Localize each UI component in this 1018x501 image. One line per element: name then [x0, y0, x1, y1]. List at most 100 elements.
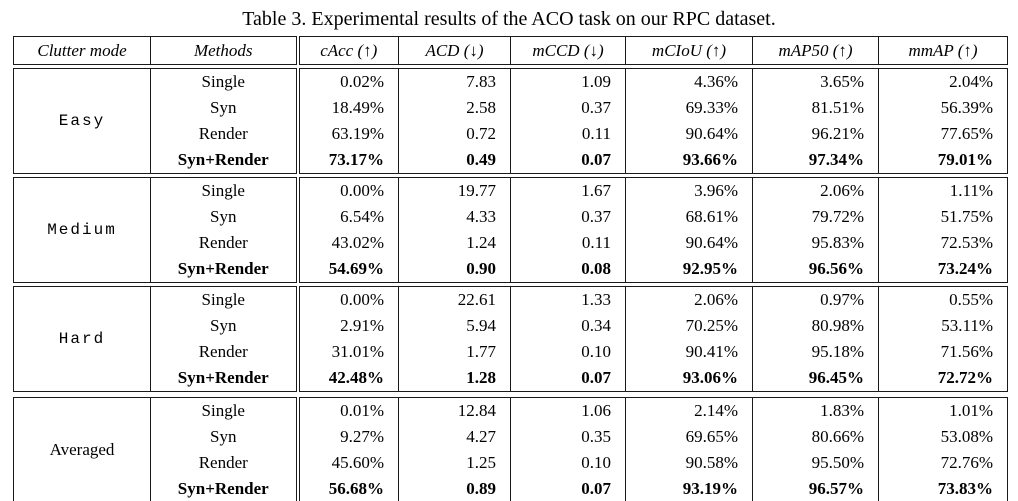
method-cell: Syn+Render	[150, 256, 298, 283]
value-cell-mmap: 2.04%	[878, 68, 1008, 95]
column-header-mccd: mCCD (↓)	[510, 36, 626, 65]
value-cell-mccd: 0.07	[510, 365, 626, 392]
value-cell-map50: 3.65%	[752, 68, 879, 95]
value-cell-acd: 12.84	[398, 397, 511, 424]
value-cell-acd: 4.33	[398, 204, 511, 230]
table-group: Hard Single 0.00% 22.61 1.33 2.06% 0.97% …	[13, 286, 1008, 392]
group-body: Medium Single 0.00% 19.77 1.67 3.96% 2.06…	[14, 177, 1008, 283]
value-cell-mciou: 69.65%	[625, 424, 753, 450]
value-cell-mmap: 53.11%	[878, 313, 1008, 339]
table-row: Averaged Single 0.01% 12.84 1.06 2.14% 1.…	[14, 397, 1008, 459]
value-cell-mccd: 1.67	[510, 177, 626, 204]
method-cell: Syn	[150, 313, 298, 339]
value-cell-mccd: 0.08	[510, 256, 626, 283]
value-cell-mccd: 0.11	[510, 230, 626, 256]
method-cell: Syn	[150, 424, 298, 450]
header-row: Clutter mode Methods cAcc (↑) ACD (↓) mC…	[14, 36, 1008, 65]
value-cell-map50: 95.18%	[752, 339, 879, 365]
value-cell-cacc: 31.01%	[295, 339, 399, 365]
table-row: Hard Single 0.00% 22.61 1.33 2.06% 0.97% …	[14, 286, 1008, 348]
value-cell-mmap: 79.01%	[878, 147, 1008, 174]
table-row: Syn+Render 73.17% 0.49 0.07 93.66% 97.34…	[14, 147, 1008, 174]
column-header-methods: Methods	[150, 36, 298, 65]
value-cell-mmap: 0.55%	[878, 286, 1008, 313]
table-group: Easy Single 0.02% 7.83 1.09 4.36% 3.65% 2…	[13, 68, 1008, 174]
value-cell-mciou: 90.64%	[625, 121, 753, 147]
value-cell-cacc: 9.27%	[295, 424, 399, 450]
value-cell-map50: 2.06%	[752, 177, 879, 204]
value-cell-acd: 0.49	[398, 147, 511, 174]
value-cell-mciou: 69.33%	[625, 95, 753, 121]
value-cell-mciou: 90.58%	[625, 450, 753, 476]
table-row: Render 31.01% 1.77 0.10 90.41% 95.18% 71…	[14, 339, 1008, 365]
value-cell-cacc: 45.60%	[295, 450, 399, 476]
value-cell-acd: 1.28	[398, 365, 511, 392]
value-cell-mccd: 1.33	[510, 286, 626, 313]
mode-cell: Medium	[47, 221, 117, 239]
value-cell-mccd: 0.37	[510, 204, 626, 230]
table-row: Medium Single 0.00% 19.77 1.67 3.96% 2.06…	[14, 177, 1008, 239]
value-cell-mmap: 72.72%	[878, 365, 1008, 392]
group-body: Hard Single 0.00% 22.61 1.33 2.06% 0.97% …	[14, 286, 1008, 392]
table-row: Syn 6.54% 4.33 0.37 68.61% 79.72% 51.75%	[14, 204, 1008, 230]
table-row: Render 63.19% 0.72 0.11 90.64% 96.21% 77…	[14, 121, 1008, 147]
table-group: Averaged Single 0.01% 12.84 1.06 2.14% 1.…	[13, 397, 1008, 501]
value-cell-acd: 5.94	[398, 313, 511, 339]
method-cell: Syn+Render	[150, 476, 298, 501]
table-row: Syn 18.49% 2.58 0.37 69.33% 81.51% 56.39…	[14, 95, 1008, 121]
value-cell-mciou: 4.36%	[625, 68, 753, 95]
value-cell-acd: 19.77	[398, 177, 511, 204]
mode-cell: Averaged	[49, 440, 115, 459]
value-cell-acd: 2.58	[398, 95, 511, 121]
method-cell: Syn	[150, 204, 298, 230]
value-cell-cacc: 0.01%	[295, 397, 399, 424]
value-cell-mciou: 92.95%	[625, 256, 753, 283]
group-body: Averaged Single 0.01% 12.84 1.06 2.14% 1.…	[14, 397, 1008, 501]
column-header-cacc: cAcc (↑)	[295, 36, 399, 65]
value-cell-map50: 80.66%	[752, 424, 879, 450]
value-cell-acd: 7.83	[398, 68, 511, 95]
method-cell: Render	[150, 339, 298, 365]
value-cell-acd: 1.77	[398, 339, 511, 365]
method-cell: Syn+Render	[150, 365, 298, 392]
value-cell-mmap: 53.08%	[878, 424, 1008, 450]
value-cell-cacc: 0.00%	[295, 286, 399, 313]
value-cell-mciou: 90.41%	[625, 339, 753, 365]
value-cell-map50: 97.34%	[752, 147, 879, 174]
value-cell-mccd: 0.11	[510, 121, 626, 147]
value-cell-mmap: 51.75%	[878, 204, 1008, 230]
value-cell-map50: 80.98%	[752, 313, 879, 339]
table-header: Clutter mode Methods cAcc (↑) ACD (↓) mC…	[13, 36, 1008, 65]
table-row: Syn+Render 42.48% 1.28 0.07 93.06% 96.45…	[14, 365, 1008, 392]
value-cell-mccd: 1.06	[510, 397, 626, 424]
method-cell: Render	[150, 230, 298, 256]
table-group: Medium Single 0.00% 19.77 1.67 3.96% 2.06…	[13, 177, 1008, 283]
value-cell-cacc: 6.54%	[295, 204, 399, 230]
value-cell-mciou: 93.06%	[625, 365, 753, 392]
value-cell-acd: 1.25	[398, 450, 511, 476]
value-cell-mccd: 0.35	[510, 424, 626, 450]
column-header-clutter-mode: Clutter mode	[37, 40, 127, 60]
value-cell-mmap: 1.11%	[878, 177, 1008, 204]
value-cell-acd: 0.72	[398, 121, 511, 147]
method-cell: Render	[150, 450, 298, 476]
value-cell-cacc: 56.68%	[295, 476, 399, 501]
value-cell-map50: 79.72%	[752, 204, 879, 230]
value-cell-map50: 0.97%	[752, 286, 879, 313]
column-header-acd: ACD (↓)	[398, 36, 511, 65]
table-caption: Table 3. Experimental results of the ACO…	[242, 8, 776, 30]
value-cell-cacc: 0.00%	[295, 177, 399, 204]
value-cell-acd: 22.61	[398, 286, 511, 313]
value-cell-acd: 0.89	[398, 476, 511, 501]
value-cell-map50: 95.83%	[752, 230, 879, 256]
table-row: Syn+Render 56.68% 0.89 0.07 93.19% 96.57…	[14, 476, 1008, 501]
value-cell-mccd: 1.09	[510, 68, 626, 95]
value-cell-mciou: 2.14%	[625, 397, 753, 424]
method-cell: Single	[150, 68, 298, 95]
value-cell-mciou: 2.06%	[625, 286, 753, 313]
value-cell-cacc: 18.49%	[295, 95, 399, 121]
value-cell-acd: 1.24	[398, 230, 511, 256]
table-row: Syn+Render 54.69% 0.90 0.08 92.95% 96.56…	[14, 256, 1008, 283]
group-body: Easy Single 0.02% 7.83 1.09 4.36% 3.65% 2…	[14, 68, 1008, 174]
